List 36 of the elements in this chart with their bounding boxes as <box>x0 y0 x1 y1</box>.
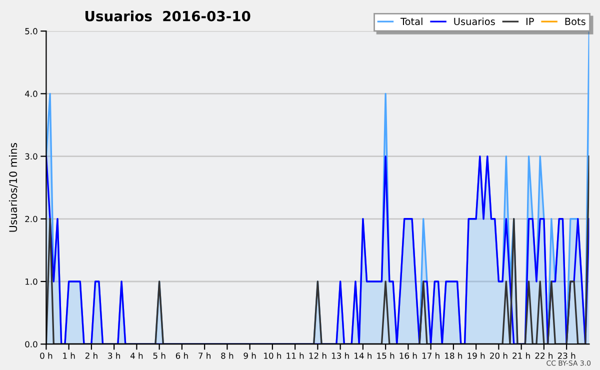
y-tick-label: 5.0 <box>25 28 38 34</box>
x-tick-label: 8 h <box>221 352 234 359</box>
x-tick-label: 19 h <box>468 352 485 359</box>
chart-title: Usuarios 2016-03-10 <box>85 10 250 22</box>
y-tick-label: 3.0 <box>25 153 38 160</box>
x-tick-label: 5 h <box>153 352 166 359</box>
x-tick-label: 9 h <box>244 352 256 359</box>
x-tick-label: 10 h <box>264 352 282 359</box>
x-tick-label: 11 h <box>286 352 304 359</box>
legend-label: Total <box>400 18 422 26</box>
x-tick-label: 17 h <box>422 352 440 359</box>
legend-label: Bots <box>565 18 586 26</box>
x-tick-label: 21 h <box>512 352 530 359</box>
x-tick-label: 14 h <box>354 352 372 359</box>
x-tick-label: 18 h <box>445 352 462 359</box>
y-tick-label: 1.0 <box>26 278 38 285</box>
y-tick-label: 0.0 <box>25 341 38 348</box>
x-tick-label: 3 h <box>108 352 120 359</box>
x-tick-label: 15 h <box>377 352 394 359</box>
x-tick-label: 7 h <box>198 352 210 359</box>
y-axis-title: Usuarios/10 mins <box>8 143 18 232</box>
y-tick-label: 4.0 <box>25 90 38 97</box>
x-tick-label: 6 h <box>176 352 188 359</box>
legend-label: Usuarios <box>454 18 495 26</box>
x-tick-label: 20 h <box>490 352 508 359</box>
x-tick-label: 13 h <box>332 352 349 359</box>
x-tick-label: 1 h <box>63 352 75 359</box>
x-tick-label: 2 h <box>85 352 98 359</box>
x-tick-label: 12 h <box>309 352 326 359</box>
x-tick-label: 16 h <box>400 352 417 359</box>
x-tick-label: 23 h <box>558 352 576 359</box>
y-tick-label: 2.0 <box>25 216 38 222</box>
legend-label: IP <box>526 18 534 26</box>
x-tick-label: 0 h <box>40 352 52 359</box>
x-tick-label: 4 h <box>130 352 143 359</box>
x-tick-label: 22 h <box>535 352 553 359</box>
